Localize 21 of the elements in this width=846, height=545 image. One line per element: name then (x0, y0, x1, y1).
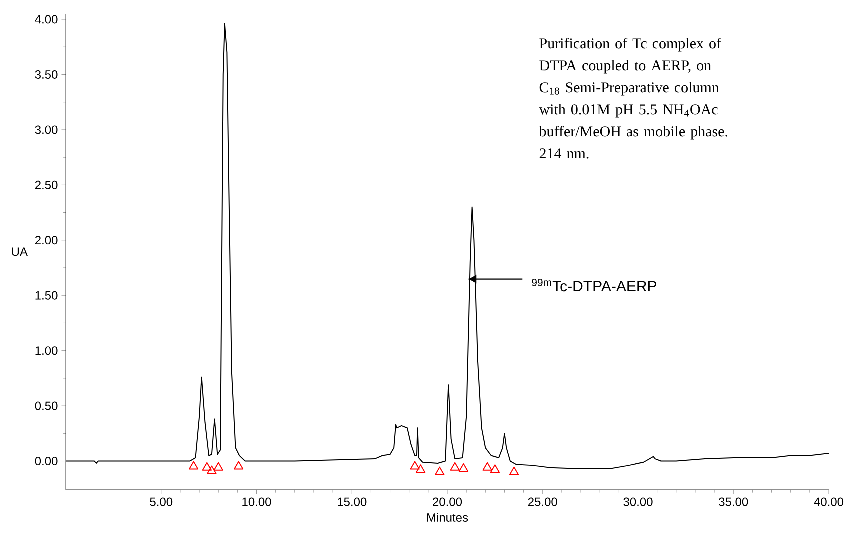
x-tick-label: 35.00 (719, 498, 748, 506)
annotation: $^{99m}$Tc-DTPA-AERP (532, 278, 656, 292)
y-tick-label: 1.50 (36, 291, 58, 300)
x-tick-label: 5.00 (150, 498, 173, 506)
x-tick-label: 30.00 (624, 498, 653, 506)
y-tick-label: 3.50 (35, 70, 58, 79)
y-tick-label: 2.00 (35, 236, 58, 245)
y-axis-title: UA (12, 248, 28, 256)
x-tick-label: 20.00 (433, 498, 462, 506)
y-tick-label: 0.50 (35, 402, 58, 410)
x-tick-label: 25.00 (528, 498, 558, 506)
y-tick-label: 0.00 (35, 457, 58, 466)
x-tick-label: 10.00 (242, 498, 272, 506)
y-tick-label: 2.50 (35, 180, 58, 190)
text: Purification of Tc complex of DTPA coupled to AERP, on C$_{18}$ Semi-Preparative column with 0.01M pH 5.5 NH$_{4}$OAc buffer/MeOH as mobile phase. 214 nm. (539, 38, 728, 159)
y-tick-label: 4.00 (35, 15, 58, 24)
y-tick-label: 1.00 (36, 346, 58, 356)
x-tick-label: 40.00 (814, 498, 844, 506)
x-axis-title: Minutes (427, 513, 468, 522)
y-tick-label: 3.00 (35, 126, 58, 134)
x-tick-label: 15.00 (338, 498, 367, 506)
